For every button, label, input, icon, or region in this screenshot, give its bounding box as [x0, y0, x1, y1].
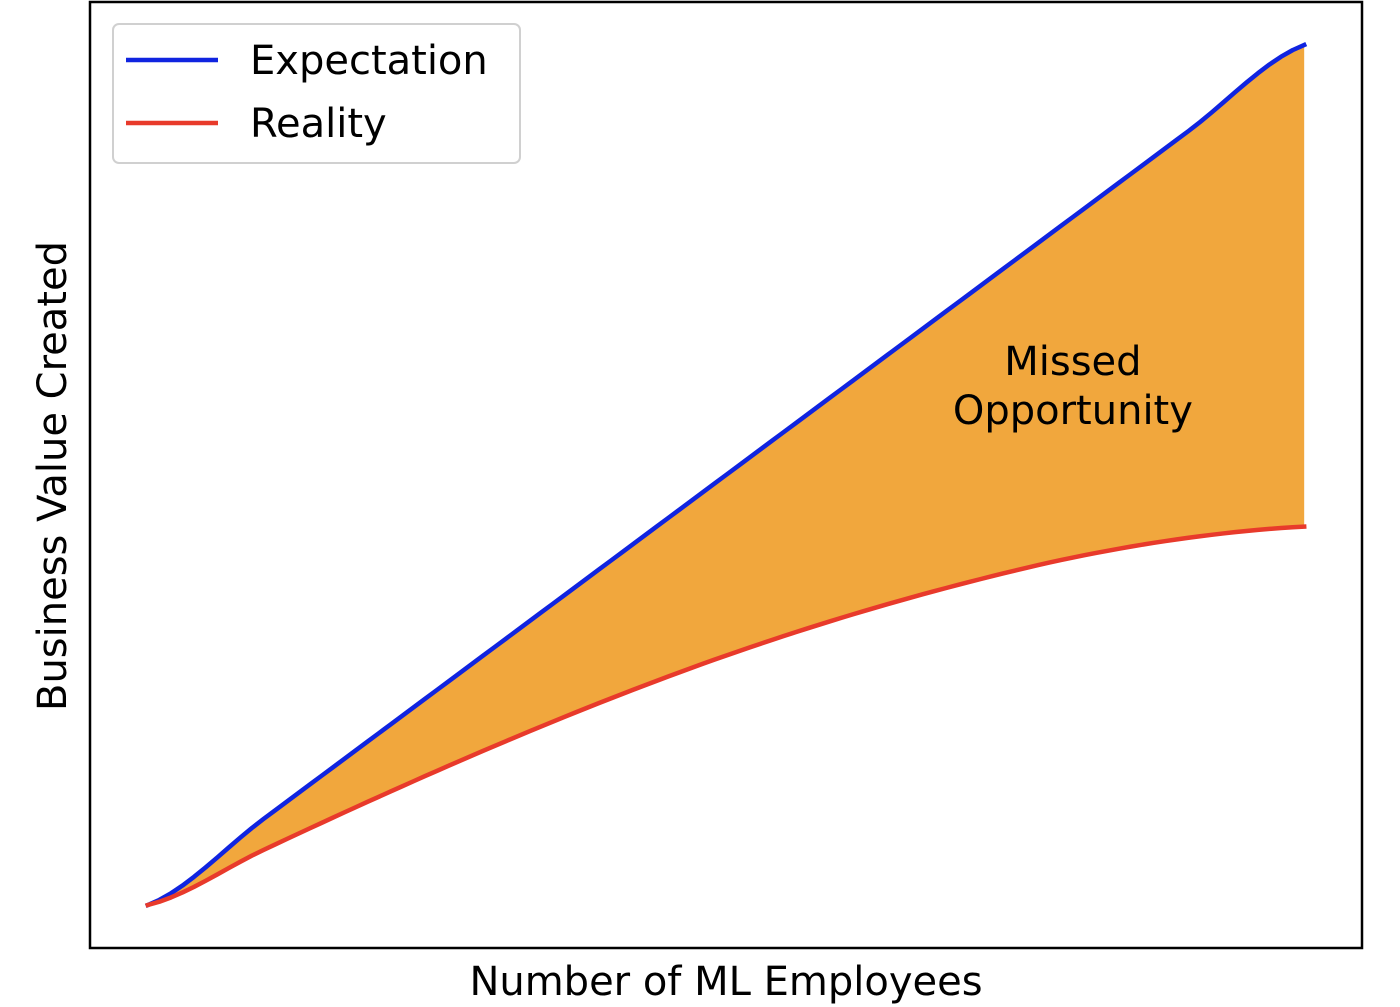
annotation-opportunity: Opportunity [953, 388, 1193, 434]
legend-label-expectation: Expectation [250, 38, 488, 84]
plot-area [144, 42, 1308, 908]
y-axis-label: Business Value Created [30, 241, 76, 711]
annotation-missed: Missed [1004, 339, 1141, 385]
legend: Expectation Reality [112, 23, 521, 164]
legend-label-reality: Reality [250, 101, 387, 147]
x-axis-label: Number of ML Employees [469, 959, 982, 1005]
reality-line [145, 524, 1307, 908]
expectation-line [144, 42, 1308, 908]
axes-frame [88, 0, 1364, 950]
